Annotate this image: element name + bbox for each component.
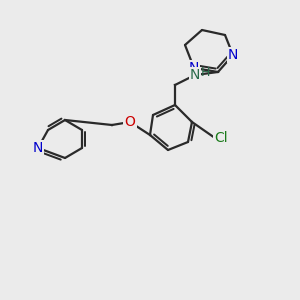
Text: N: N <box>189 61 199 75</box>
Text: Cl: Cl <box>214 131 228 145</box>
Text: H: H <box>200 67 210 80</box>
Text: N: N <box>190 68 200 82</box>
Text: O: O <box>124 115 135 129</box>
Text: N: N <box>228 48 238 62</box>
Text: N: N <box>33 141 43 155</box>
